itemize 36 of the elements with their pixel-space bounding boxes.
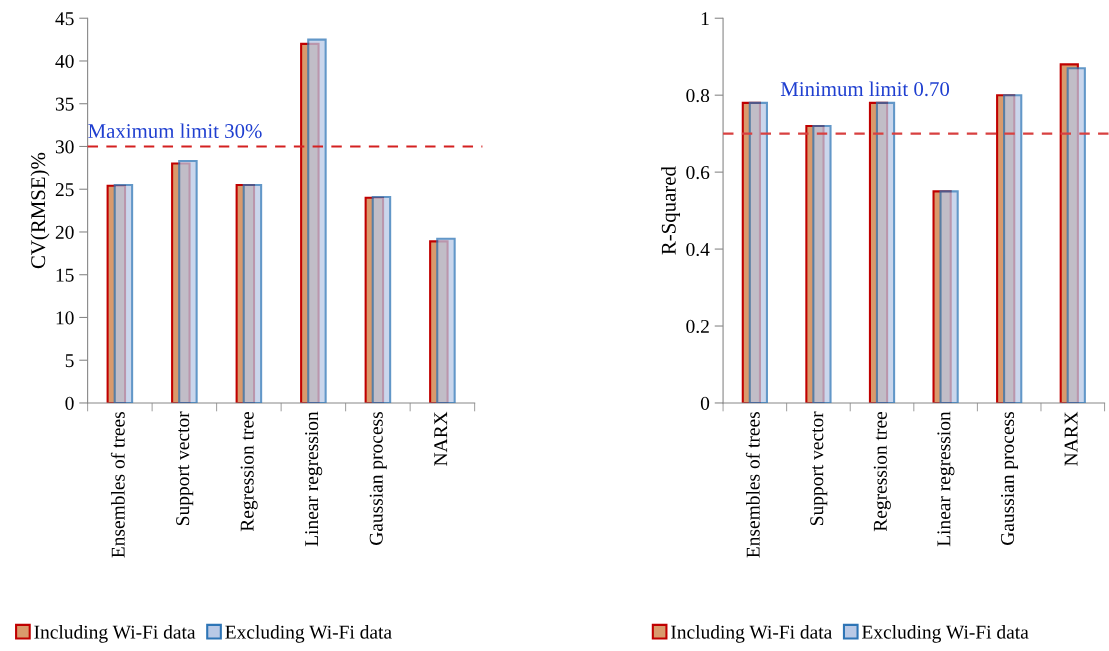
x-tick-label: Ensembles of trees xyxy=(745,412,760,558)
y-axis-title: CV(RMSE)% xyxy=(30,152,50,269)
y-tick-label: 20 xyxy=(55,225,74,239)
legend-label: Excluding Wi-Fi data xyxy=(862,625,1029,643)
y-tick-label: 25 xyxy=(55,183,74,197)
x-tick-label: Regression tree xyxy=(240,411,258,532)
y-axis-title: R-Squared xyxy=(661,166,681,255)
y-tick-label: 45 xyxy=(55,12,74,26)
y-tick-label: 30 xyxy=(55,140,74,154)
y-tick-label: 5 xyxy=(65,354,74,368)
x-tick-label: NARX xyxy=(1064,411,1078,466)
y-tick-label: 0 xyxy=(700,396,710,410)
y-tick-label: 35 xyxy=(55,97,74,111)
legend-label: Including Wi-Fi data xyxy=(671,625,833,643)
legend-label: Excluding Wi-Fi data xyxy=(225,625,392,643)
x-tick-label: Ensembles of trees xyxy=(110,412,125,558)
x-tick-label: Support vector xyxy=(176,411,194,526)
y-tick-label: 0.4 xyxy=(686,242,710,257)
x-tick-label: Regression tree xyxy=(873,411,891,532)
x-tick-label: Gaussian process xyxy=(1000,412,1019,545)
y-tick-label: 0.6 xyxy=(686,165,710,180)
y-tick-label: 15 xyxy=(56,268,74,282)
y-tick-label: 1 xyxy=(701,12,709,25)
x-tick-label: Gaussian process xyxy=(369,412,387,545)
x-tick-label: Linear regression xyxy=(937,411,955,547)
y-tick-label: 0.8 xyxy=(686,88,710,103)
y-tick-label: 40 xyxy=(55,54,74,68)
y-tick-label: 0 xyxy=(65,396,74,410)
y-tick-label: 0.2 xyxy=(686,319,709,334)
ref-line-label: Maximum limit 30% xyxy=(88,123,262,139)
y-tick-label: 10 xyxy=(56,311,74,325)
ref-line-label: Minimum limit 0.70 xyxy=(780,81,950,97)
x-tick-label: NARX xyxy=(434,411,448,466)
legend-label: Including Wi-Fi data xyxy=(34,625,196,643)
x-tick-label: Linear regression xyxy=(305,411,323,547)
x-tick-label: Support vector xyxy=(810,411,828,526)
